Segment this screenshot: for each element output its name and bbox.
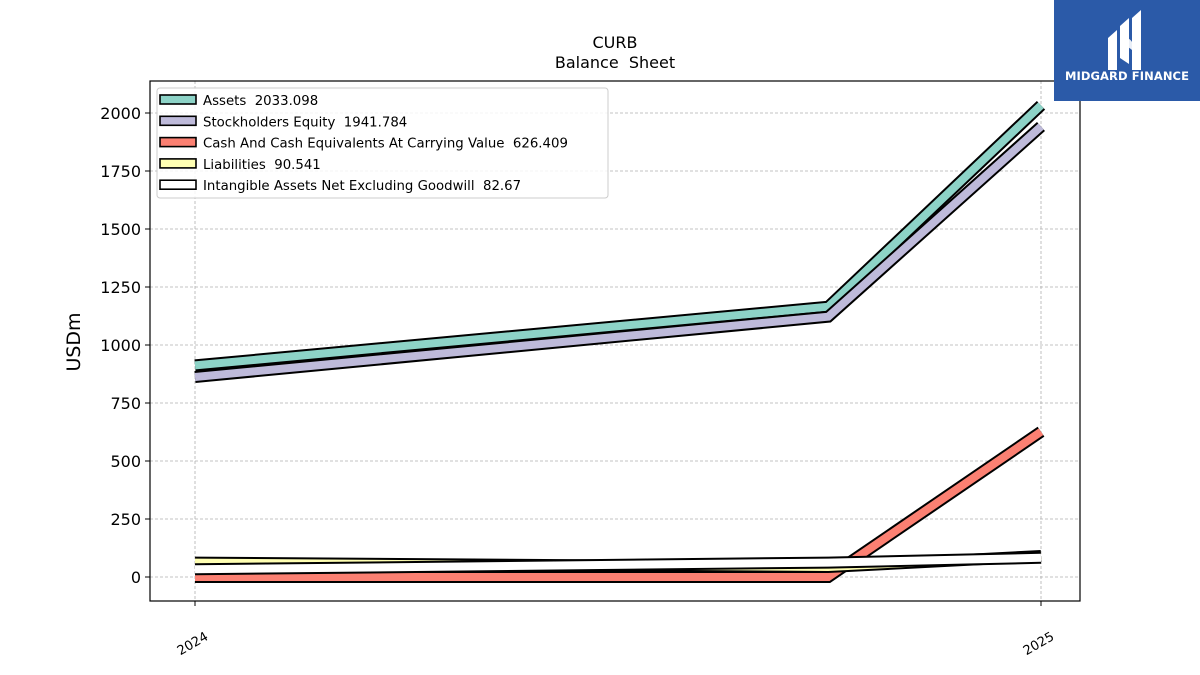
y-tick-label: 750 <box>110 394 141 413</box>
y-tick-label: 1750 <box>100 162 141 181</box>
plot-frame <box>149 80 1081 602</box>
legend-swatch <box>159 136 197 148</box>
chart-subtitle: Balance Sheet <box>555 53 675 72</box>
series-line <box>194 100 1046 372</box>
y-tick-label: 500 <box>110 452 141 471</box>
legend-swatch <box>159 94 197 105</box>
legend-label: Stockholders Equity 1941.784 <box>203 115 407 130</box>
series-line-fill <box>195 428 1044 581</box>
series-line-fill <box>194 102 1044 370</box>
series-line <box>194 551 1042 576</box>
series-line <box>194 122 1045 383</box>
x-axis: 2024 2025 <box>175 601 1057 659</box>
x-tick-label: 2024 <box>175 629 211 659</box>
y-tick-label: 250 <box>110 510 141 529</box>
legend-label: Intangible Assets Net Excluding Goodwill… <box>203 179 521 194</box>
legend-swatch <box>159 158 197 169</box>
y-axis: 0 250 500 750 1000 1250 1500 1750 2000 <box>100 104 150 587</box>
logo-text: MIDGARD FINANCE <box>1064 69 1190 83</box>
legend-label: Assets 2033.098 <box>203 94 318 109</box>
y-tick-label: 2000 <box>100 104 141 123</box>
y-tick-label: 1250 <box>100 278 141 297</box>
legend: Assets 2033.098 Stockholders Equity 1941.… <box>156 87 609 199</box>
series-line <box>195 426 1045 583</box>
x-tick-label: 2025 <box>1021 629 1057 659</box>
legend-swatch <box>159 115 197 127</box>
legend-label: Liabilities 90.541 <box>203 158 321 173</box>
legend-swatch <box>159 179 197 190</box>
grid <box>150 81 1080 601</box>
series-line-fill <box>194 553 1042 574</box>
chart-title: CURB <box>593 33 638 52</box>
y-axis-label: USDm <box>63 312 85 371</box>
y-tick-label: 1000 <box>100 336 141 355</box>
series-layer <box>194 100 1046 583</box>
series-line-fill <box>194 123 1044 381</box>
y-tick-label: 1500 <box>100 220 141 239</box>
legend-label: Cash And Cash Equivalents At Carrying Va… <box>203 137 568 152</box>
midgard-logo-icon <box>1108 10 1141 70</box>
y-tick-label: 0 <box>131 568 141 587</box>
brand-logo: MIDGARD FINANCE <box>1054 0 1200 101</box>
legend-box <box>156 87 609 199</box>
